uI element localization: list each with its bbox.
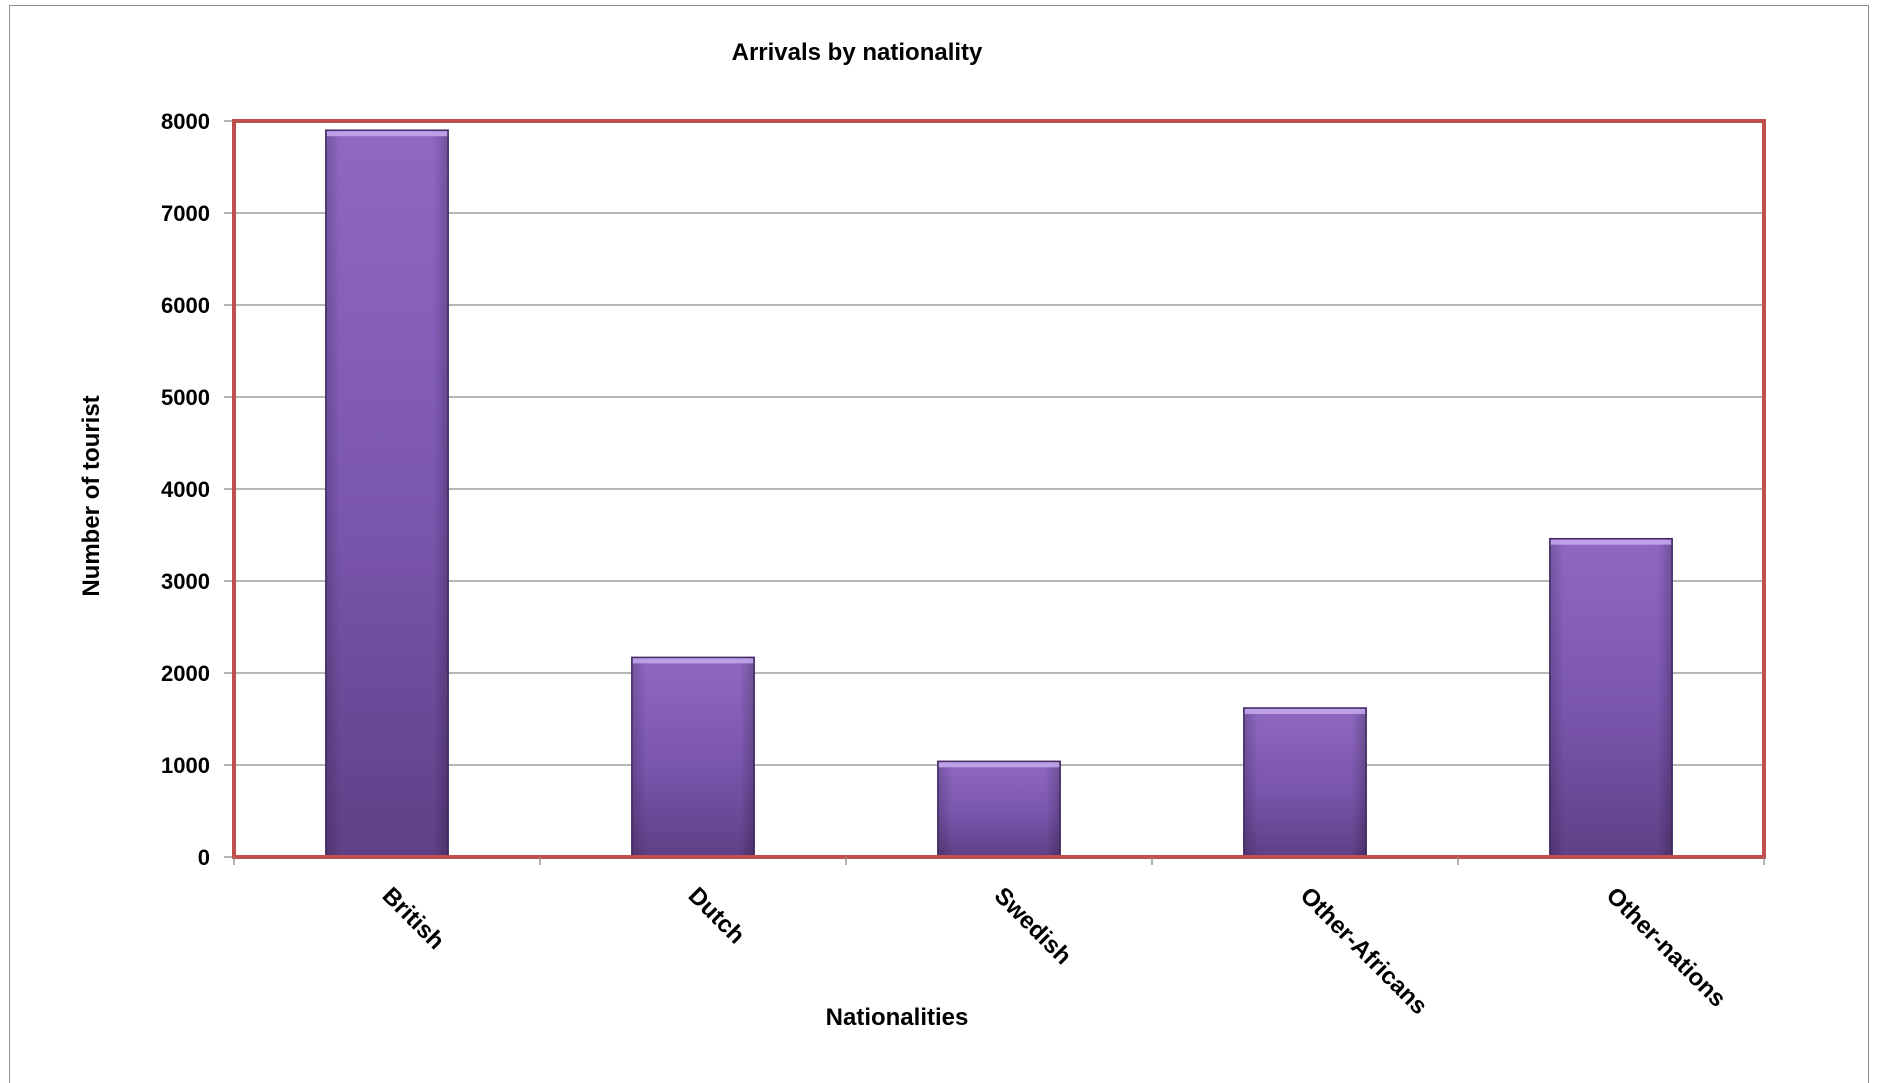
bar-highlight bbox=[1244, 708, 1366, 714]
bar-shading bbox=[1549, 538, 1673, 857]
bars bbox=[325, 129, 1673, 858]
y-tick-label: 3000 bbox=[161, 569, 210, 594]
y-axis-ticks: 0 1000 2000 3000 4000 5000 6000 7000 8000 bbox=[161, 109, 234, 870]
bar-shading bbox=[325, 130, 449, 857]
bar bbox=[1243, 707, 1367, 858]
bar-highlight bbox=[632, 658, 754, 664]
bar-highlight bbox=[938, 762, 1060, 768]
x-axis-ticks bbox=[233, 857, 1765, 865]
x-category-label: Other-Africans bbox=[1295, 882, 1433, 1020]
bar-highlight bbox=[1550, 539, 1672, 545]
y-tick-label: 6000 bbox=[161, 293, 210, 318]
x-category-label: British bbox=[377, 882, 450, 955]
bar-shading bbox=[1243, 707, 1367, 857]
bar-shading bbox=[937, 761, 1061, 857]
bar bbox=[1549, 537, 1673, 858]
y-tick-label: 1000 bbox=[161, 753, 210, 778]
x-axis-category-labels: British Dutch Swedish Other-Africans Other-n… bbox=[377, 882, 1731, 1020]
y-tick-label: 5000 bbox=[161, 385, 210, 410]
x-category-label: Swedish bbox=[989, 882, 1077, 970]
x-category-label: Other-nations bbox=[1601, 882, 1731, 1012]
y-tick-label: 7000 bbox=[161, 201, 210, 226]
y-tick-label: 2000 bbox=[161, 661, 210, 686]
x-axis-label: Nationalities bbox=[826, 1004, 969, 1031]
y-tick-label: 8000 bbox=[161, 109, 210, 134]
gridlines bbox=[234, 212, 1764, 766]
bar-shading bbox=[631, 657, 755, 857]
plot-area-border bbox=[232, 119, 1766, 859]
y-tick-label: 0 bbox=[198, 845, 210, 870]
bar bbox=[325, 129, 449, 858]
bar-highlight bbox=[326, 131, 448, 137]
y-tick-label: 4000 bbox=[161, 477, 210, 502]
x-category-label: Dutch bbox=[683, 882, 750, 949]
y-axis-label: Number of tourist bbox=[78, 395, 105, 596]
bar bbox=[631, 656, 755, 858]
bar bbox=[937, 760, 1061, 858]
chart-title: Arrivals by nationality bbox=[732, 39, 983, 66]
